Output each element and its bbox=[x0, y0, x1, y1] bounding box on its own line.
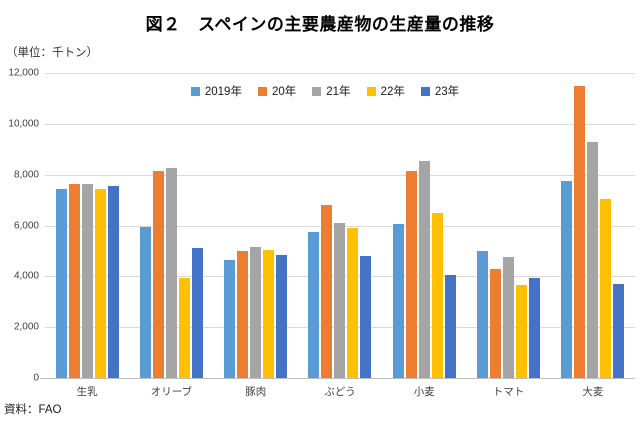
legend-swatch-icon bbox=[190, 86, 200, 96]
x-axis-labels: 生乳 オリーブ 豚肉 ぶどう 小麦 トマト 大麦 bbox=[45, 384, 635, 399]
x-axis-category-label: ぶどう bbox=[324, 386, 356, 398]
legend-swatch-icon bbox=[257, 86, 267, 96]
legend-swatch-icon bbox=[366, 86, 376, 96]
bar bbox=[321, 205, 333, 378]
y-axis-tick-label: 6,000 bbox=[13, 220, 39, 231]
source-note: 資料：FAO bbox=[4, 404, 62, 416]
bar bbox=[561, 181, 573, 378]
x-axis-category-label: トマト bbox=[492, 386, 525, 398]
bar bbox=[516, 285, 528, 378]
bar bbox=[503, 257, 515, 378]
legend-item: 21年 bbox=[312, 83, 351, 99]
bar bbox=[431, 212, 443, 378]
y-axis-tick-label: 10,000 bbox=[8, 118, 39, 130]
bar bbox=[263, 249, 275, 378]
plot-area: 0 2,000 4,000 6,000 8,000 10,000 12,000 bbox=[8, 68, 635, 384]
bar bbox=[165, 168, 177, 378]
bar bbox=[529, 277, 541, 378]
gridline bbox=[45, 174, 635, 176]
bar bbox=[107, 186, 119, 378]
legend-label: 20年 bbox=[271, 86, 297, 98]
legend-label: 2019年 bbox=[204, 86, 242, 98]
bar bbox=[392, 224, 404, 378]
bar bbox=[191, 248, 203, 378]
legend-swatch-icon bbox=[420, 86, 430, 96]
x-axis-line bbox=[40, 378, 635, 379]
bar-group bbox=[466, 73, 550, 378]
y-axis-tick-label: 2,000 bbox=[13, 321, 39, 333]
legend-item: 23年 bbox=[420, 83, 460, 99]
bar bbox=[68, 183, 80, 378]
x-axis-category-label: 大麦 bbox=[582, 386, 604, 398]
bar bbox=[587, 141, 599, 378]
gridline bbox=[45, 123, 635, 125]
bar bbox=[490, 268, 502, 378]
legend-item: 20年 bbox=[257, 83, 297, 99]
bar-group bbox=[129, 73, 213, 378]
y-axis-tick-label: 4,000 bbox=[13, 270, 39, 282]
bar-groups bbox=[45, 73, 635, 378]
bar bbox=[237, 250, 249, 378]
bar bbox=[334, 222, 346, 378]
legend-label: 21年 bbox=[326, 86, 351, 98]
bar bbox=[613, 283, 625, 378]
bar bbox=[276, 254, 288, 378]
bar bbox=[152, 170, 164, 378]
bar bbox=[139, 226, 151, 378]
y-axis-tick-label: 0 bbox=[33, 372, 39, 384]
unit-label: （単位：千トン） bbox=[6, 47, 98, 59]
legend-label: 23年 bbox=[434, 86, 460, 98]
y-axis-tick-label: 12,000 bbox=[8, 67, 39, 79]
x-axis-category-label: 小麦 bbox=[413, 386, 435, 398]
bar bbox=[477, 250, 489, 378]
x-axis-category-label: オリーブ bbox=[150, 386, 193, 398]
bar bbox=[360, 256, 372, 378]
bar-group bbox=[298, 73, 382, 378]
bar-group bbox=[551, 73, 635, 378]
bar bbox=[574, 85, 586, 378]
bar bbox=[250, 247, 262, 378]
bar bbox=[405, 170, 417, 378]
legend-item: 22年 bbox=[366, 83, 405, 99]
bar bbox=[55, 188, 67, 378]
bar-group bbox=[382, 73, 466, 378]
legend-label: 22年 bbox=[380, 86, 405, 98]
x-axis-category-label: 豚肉 bbox=[245, 386, 267, 398]
legend: 2019年 20年 21年 22年 23年 bbox=[45, 83, 605, 99]
bar bbox=[94, 188, 106, 378]
bar bbox=[418, 160, 430, 378]
bar-group bbox=[45, 73, 129, 378]
legend-item: 2019年 bbox=[190, 83, 242, 99]
bar bbox=[178, 277, 190, 378]
bar bbox=[600, 198, 612, 378]
gridline bbox=[45, 73, 635, 74]
bar bbox=[347, 228, 359, 378]
bar bbox=[224, 259, 236, 378]
bar bbox=[81, 183, 93, 378]
bar-group bbox=[214, 73, 298, 378]
bar bbox=[308, 231, 320, 378]
legend-swatch-icon bbox=[312, 86, 322, 96]
bar bbox=[444, 275, 456, 378]
y-axis-tick-label: 8,000 bbox=[13, 169, 39, 181]
chart-title: 図２ スペインの主要農産物の生産量の推移 bbox=[145, 15, 495, 34]
x-axis-category-label: 生乳 bbox=[76, 386, 98, 398]
